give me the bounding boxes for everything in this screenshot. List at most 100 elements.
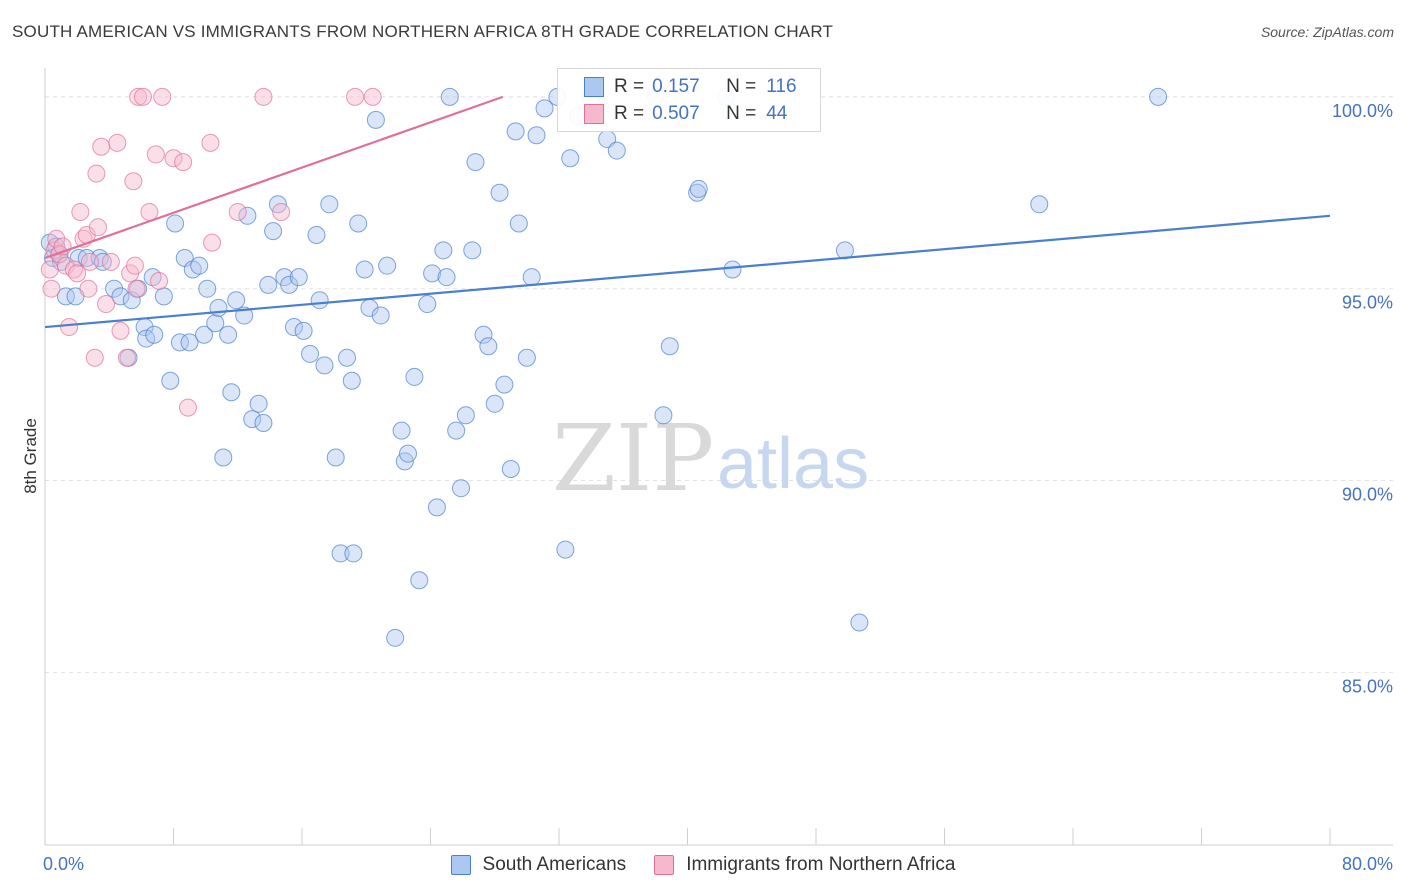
data-point [214,448,233,467]
data-point [378,256,397,275]
legend-label: Immigrants from Northern Africa [686,854,956,875]
series-south-americans [40,87,1168,647]
data-point [371,306,390,325]
data-point [427,498,446,517]
data-point [689,179,708,198]
data-point [92,137,111,156]
data-point [125,256,144,275]
data-point [259,275,278,294]
data-point [254,87,273,106]
data-point [485,394,504,413]
data-point [607,141,626,160]
data-point [349,214,368,233]
data-point [153,87,172,106]
data-point [198,279,217,298]
data-point [315,356,334,375]
data-point [206,314,225,333]
stats-legend: R = 0.157 N = 116 R = 0.507 N = 44 [557,68,821,132]
y-tick-label: 100.0% [1332,101,1393,121]
data-point [440,87,459,106]
data-point [145,325,164,344]
data-point [495,375,514,394]
data-point [386,628,405,647]
data-point [108,133,127,152]
data-point [101,252,120,271]
data-point [654,406,673,425]
data-point [42,279,61,298]
data-point [129,87,148,106]
data-point [40,260,59,279]
data-point [180,333,199,352]
data-point [346,87,365,106]
data-point [506,122,525,141]
data-point [190,256,209,275]
data-point [301,344,320,363]
legend-swatch-blue [584,77,604,97]
data-point [294,321,313,340]
data-point [326,448,345,467]
legend-swatch-pink [584,104,604,124]
data-point [363,87,382,106]
data-point [723,260,742,279]
data-point [355,260,374,279]
data-point [227,291,246,310]
data-point [264,222,283,241]
data-point [452,479,471,498]
data-point [479,337,498,356]
data-point [164,149,183,168]
data-point [243,410,262,429]
legend-item-northern-africa[interactable]: Immigrants from Northern Africa [654,854,955,876]
data-point [56,287,75,306]
data-point [111,287,130,306]
legend-swatch-blue [450,855,471,875]
y-tick-label: 85.0% [1342,676,1393,696]
data-point [1030,195,1049,214]
legend-n-value: 116 [766,76,797,97]
watermark-atlas: atlas [717,424,869,504]
data-point [222,383,241,402]
data-point [320,195,339,214]
data-point [463,241,482,260]
data-point [289,268,308,287]
data-point [418,295,437,314]
data-point [150,272,169,291]
legend-label: South Americans [482,854,627,875]
legend-n-value: 44 [766,103,788,124]
data-point [235,306,254,325]
data-point [272,202,291,221]
data-point [337,348,356,367]
legend-swatch-pink [654,855,675,875]
legend-r-label: R = [614,103,645,124]
data-point [501,460,520,479]
y-tick-label: 90.0% [1342,485,1393,505]
data-point [127,279,146,298]
data-point [146,145,165,164]
watermark-zip: ZIP [552,405,714,512]
series-legend: South Americans Immigrants from Northern… [0,852,1406,878]
data-point [203,233,222,252]
trend-line [44,214,1331,329]
data-point [79,279,98,298]
data-point [527,126,546,145]
data-point [310,291,329,310]
data-point [219,325,238,344]
gridlines [45,96,1394,673]
series-northern-africa [40,87,382,417]
data-point [228,202,247,221]
data-point [660,337,679,356]
data-point [392,421,411,440]
data-point [490,183,509,202]
y-axis-label: 8th Grade [21,418,40,494]
y-tick-labels: 85.0% 90.0% 95.0% 100.0% [1332,101,1393,696]
legend-item-south-americans[interactable]: South Americans [450,854,627,876]
legend-r-value: 0.157 [652,76,700,97]
data-point [556,540,575,559]
data-point [47,229,66,248]
data-point [535,99,554,118]
data-point [423,264,442,283]
legend-row-northern-africa: R = 0.507 N = 44 [558,100,787,128]
data-point [166,214,185,233]
data-point [850,613,869,632]
axes [44,68,1393,846]
